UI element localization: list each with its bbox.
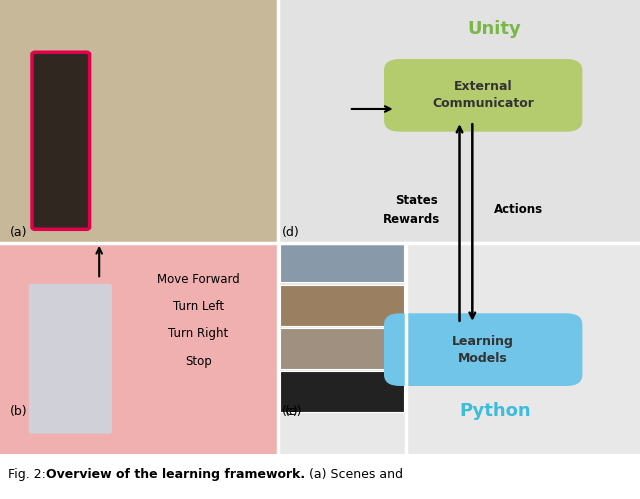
Bar	[0, 0, 278, 243]
Text: Rewards: Rewards	[383, 214, 440, 227]
Text: (b): (b)	[10, 406, 28, 419]
Text: (a) Scenes and: (a) Scenes and	[305, 468, 403, 481]
Bar	[280, 285, 404, 325]
Text: Fig. 2:: Fig. 2:	[8, 468, 49, 481]
Text: Stop: Stop	[185, 354, 212, 367]
Text: Turn Left: Turn Left	[173, 300, 224, 313]
Text: (e): (e)	[285, 406, 302, 419]
Bar	[278, 243, 640, 454]
Bar	[280, 328, 404, 369]
Text: (c): (c)	[282, 406, 298, 419]
Text: Python: Python	[459, 402, 531, 420]
Text: Actions: Actions	[494, 204, 543, 217]
Bar	[278, 0, 640, 243]
Text: Move Forward: Move Forward	[157, 273, 240, 286]
FancyBboxPatch shape	[29, 284, 112, 434]
Text: (a): (a)	[10, 226, 27, 239]
Bar	[0, 243, 278, 454]
Text: Turn Right: Turn Right	[168, 327, 228, 340]
FancyBboxPatch shape	[384, 59, 582, 132]
Text: External
Communicator: External Communicator	[432, 80, 534, 110]
FancyBboxPatch shape	[32, 52, 90, 230]
Text: Overview of the learning framework.: Overview of the learning framework.	[46, 468, 305, 481]
Text: (d): (d)	[282, 226, 300, 239]
Text: Unity: Unity	[468, 20, 522, 38]
Text: Learning
Models: Learning Models	[452, 335, 514, 365]
Bar	[280, 244, 404, 282]
Bar	[280, 371, 404, 412]
FancyBboxPatch shape	[384, 313, 582, 386]
Text: States: States	[395, 194, 437, 208]
